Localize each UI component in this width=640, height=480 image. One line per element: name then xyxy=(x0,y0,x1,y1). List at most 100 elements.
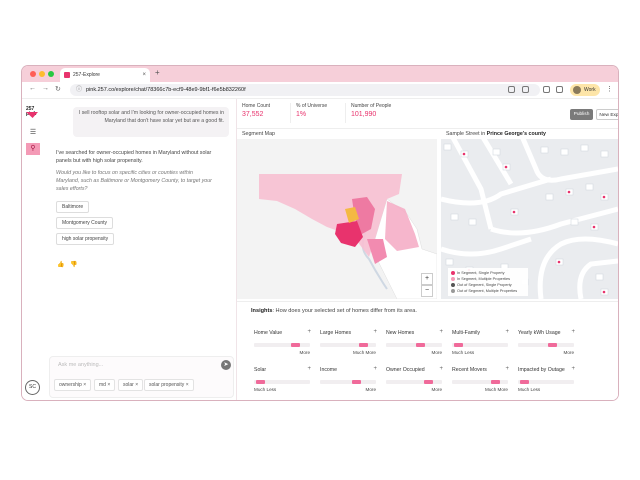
tab-title: 257-Explore xyxy=(73,72,100,78)
new-explore-button[interactable]: New Explore xyxy=(596,109,618,120)
sample-street-map[interactable]: In Segment, Single Property In Segment, … xyxy=(441,139,618,299)
insight-name: Solar xyxy=(254,367,267,373)
new-tab-button[interactable]: + xyxy=(155,68,160,77)
address-bar[interactable]: ⓘ pink.257.co/explore/chat/78366c7b-ecf9… xyxy=(70,84,540,96)
add-insight-icon[interactable]: + xyxy=(505,366,509,372)
chat-input-placeholder: Ask me anything... xyxy=(58,362,104,368)
add-insight-icon[interactable]: + xyxy=(307,366,311,372)
insight-card[interactable]: Large Homes + Much More xyxy=(317,327,379,363)
stat-value: 1% xyxy=(296,111,307,118)
segment-map-title: Segment Map xyxy=(242,131,275,137)
insight-name: Income xyxy=(320,367,338,373)
add-insight-icon[interactable]: + xyxy=(307,329,311,335)
insight-card[interactable]: New Homes + More xyxy=(383,327,445,363)
insight-bar-track xyxy=(452,380,508,384)
site-info-icon[interactable]: ⓘ xyxy=(76,87,83,93)
insight-card[interactable]: Income + More xyxy=(317,364,379,400)
insight-name: Home Value xyxy=(254,330,283,336)
chat-input[interactable]: Ask me anything... ➤ ownership × md × so… xyxy=(49,356,234,398)
insight-caption: Much More xyxy=(353,350,376,355)
insight-name: Multi-Family xyxy=(452,330,480,336)
minimize-window-button[interactable] xyxy=(39,71,45,77)
insight-bar-fill xyxy=(352,380,361,384)
insight-caption: More xyxy=(365,387,376,392)
add-insight-icon[interactable]: + xyxy=(373,329,377,335)
devtools-icon[interactable] xyxy=(556,86,563,93)
stat-value: 101,990 xyxy=(351,111,377,118)
profile-name: Work xyxy=(584,87,596,93)
close-tab-icon[interactable]: × xyxy=(142,72,146,78)
thumbs-up-icon[interactable]: 👍 xyxy=(57,262,65,268)
left-rail: 257 pink ☰ ⚲ SC xyxy=(22,99,45,400)
user-avatar[interactable]: SC xyxy=(25,380,40,395)
filter-tag[interactable]: solar propensity × xyxy=(144,379,194,391)
send-icon[interactable]: ➤ xyxy=(221,360,231,370)
url-text[interactable]: pink.257.co/explore/chat/78366c7b-ecf9-4… xyxy=(86,87,246,93)
add-insight-icon[interactable]: + xyxy=(439,366,443,372)
filter-tag[interactable]: md × xyxy=(94,379,116,391)
insights-panel: Insights: How does your selected set of … xyxy=(237,301,618,400)
remove-tag-icon[interactable]: × xyxy=(135,382,139,388)
location-pin-icon[interactable]: ⚲ xyxy=(26,143,40,155)
legend-swatch xyxy=(451,289,455,293)
profile-chip[interactable]: Work xyxy=(570,84,600,96)
insight-caption: Much Less xyxy=(452,350,475,355)
browser-menu-icon[interactable]: ⋮ xyxy=(606,86,613,93)
suggestion-chip[interactable]: Baltimore xyxy=(56,201,90,213)
add-insight-icon[interactable]: + xyxy=(505,329,509,335)
stat-home-count: Home Count 37,552 xyxy=(242,103,270,118)
remove-tag-icon[interactable]: × xyxy=(185,382,189,388)
filter-tag[interactable]: ownership × xyxy=(54,379,92,391)
add-insight-icon[interactable]: + xyxy=(373,366,377,372)
publish-button[interactable]: Publish xyxy=(570,109,593,120)
close-window-button[interactable] xyxy=(30,71,36,77)
insight-bar-fill xyxy=(359,343,368,347)
insight-name: Owner Occupied xyxy=(386,367,425,373)
back-arrow-icon[interactable]: ← xyxy=(29,85,36,92)
insight-caption: Much More xyxy=(485,387,508,392)
thumbs-down-icon[interactable]: 👎 xyxy=(70,262,78,268)
tab-strip: 257-Explore × + xyxy=(22,66,618,82)
forward-arrow-icon[interactable]: → xyxy=(42,85,49,92)
remove-tag-icon[interactable]: × xyxy=(83,382,87,388)
legend-item: Out of Segment, Single Property xyxy=(451,282,525,288)
insight-bar-track xyxy=(452,343,508,347)
insight-card[interactable]: Home Value + More xyxy=(251,327,313,363)
extensions-icon[interactable] xyxy=(543,86,550,93)
maximize-window-button[interactable] xyxy=(48,71,54,77)
insight-card[interactable]: Owner Occupied + More xyxy=(383,364,445,400)
browser-toolbar: ← → ↻ ⓘ pink.257.co/explore/chat/78366c7… xyxy=(22,82,618,99)
suggestion-chip[interactable]: high solar propensity xyxy=(56,233,115,245)
segment-map[interactable]: + − xyxy=(237,139,437,299)
zoom-out-button[interactable]: − xyxy=(421,285,433,297)
menu-icon[interactable]: ☰ xyxy=(29,129,37,136)
stat-people: Number of People 101,990 xyxy=(351,103,391,118)
insight-card[interactable]: Multi-Family + Much Less xyxy=(449,327,511,363)
bookmark-star-icon[interactable] xyxy=(522,86,529,93)
add-insight-icon[interactable]: + xyxy=(571,366,575,372)
add-insight-icon[interactable]: + xyxy=(571,329,575,335)
insight-caption: Much Less xyxy=(518,387,541,392)
app-logo[interactable]: 257 pink xyxy=(25,107,40,120)
insights-title: Insights: How does your selected set of … xyxy=(251,308,417,314)
suggestion-chip[interactable]: Montgomery County xyxy=(56,217,114,229)
add-insight-icon[interactable]: + xyxy=(439,329,443,335)
insight-card[interactable]: Solar + Much Less xyxy=(251,364,313,400)
filter-tag[interactable]: solar × xyxy=(118,379,144,391)
insight-bar-fill xyxy=(424,380,433,384)
insight-bar-fill xyxy=(291,343,300,347)
insight-bar-fill xyxy=(256,380,265,384)
tab-explore[interactable]: 257-Explore × xyxy=(60,68,150,82)
insight-card[interactable]: Impacted by Outage + Much Less xyxy=(515,364,577,400)
zoom-in-button[interactable]: + xyxy=(421,273,433,285)
divider xyxy=(290,103,291,123)
cast-icon[interactable] xyxy=(508,86,515,93)
reload-icon[interactable]: ↻ xyxy=(55,86,61,93)
remove-tag-icon[interactable]: × xyxy=(107,382,111,388)
street-title: Sample Street in Prince George's county xyxy=(446,131,546,137)
insight-card[interactable]: Recent Movers + Much More xyxy=(449,364,511,400)
insight-card[interactable]: Yearly kWh Usage + More xyxy=(515,327,577,363)
insight-name: Impacted by Outage xyxy=(518,367,565,373)
insight-bar-track xyxy=(254,343,310,347)
stat-label: Home Count xyxy=(242,103,271,109)
